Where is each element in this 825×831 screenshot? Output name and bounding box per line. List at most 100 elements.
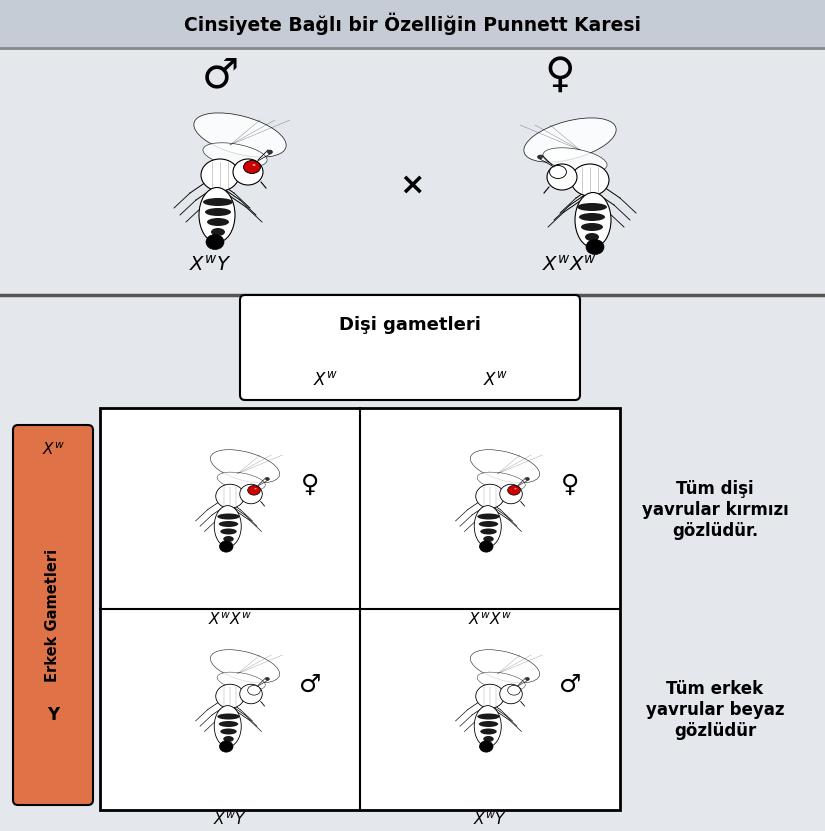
- Ellipse shape: [571, 164, 609, 196]
- Ellipse shape: [474, 505, 502, 547]
- Ellipse shape: [507, 485, 521, 495]
- Ellipse shape: [547, 164, 577, 190]
- Ellipse shape: [199, 188, 235, 243]
- Text: ♀: ♀: [301, 473, 319, 497]
- FancyBboxPatch shape: [13, 425, 93, 805]
- Ellipse shape: [577, 203, 607, 211]
- Ellipse shape: [478, 721, 498, 727]
- Ellipse shape: [526, 677, 530, 681]
- Ellipse shape: [210, 450, 280, 483]
- Text: Dişi gametleri: Dişi gametleri: [339, 316, 481, 334]
- Text: ♂: ♂: [559, 673, 581, 697]
- Ellipse shape: [207, 218, 229, 226]
- Text: ♀: ♀: [561, 473, 579, 497]
- Ellipse shape: [219, 721, 238, 727]
- Ellipse shape: [474, 706, 502, 747]
- Text: ♂: ♂: [201, 54, 238, 96]
- Ellipse shape: [220, 529, 237, 534]
- Ellipse shape: [483, 736, 493, 742]
- Ellipse shape: [507, 686, 521, 695]
- Ellipse shape: [216, 484, 244, 509]
- Bar: [100, 408, 620, 810]
- Ellipse shape: [240, 684, 262, 704]
- Ellipse shape: [478, 521, 498, 527]
- Ellipse shape: [500, 484, 522, 504]
- Text: $X^{w}Y$: $X^{w}Y$: [213, 812, 247, 829]
- Ellipse shape: [216, 684, 244, 708]
- Ellipse shape: [201, 159, 239, 191]
- Ellipse shape: [203, 143, 267, 167]
- Ellipse shape: [549, 165, 567, 179]
- Ellipse shape: [248, 485, 261, 495]
- Ellipse shape: [267, 150, 272, 154]
- Bar: [0, 0, 825, 48]
- Ellipse shape: [538, 155, 543, 159]
- Ellipse shape: [586, 239, 604, 254]
- Ellipse shape: [476, 684, 504, 708]
- Ellipse shape: [479, 741, 493, 752]
- Ellipse shape: [219, 541, 233, 552]
- Ellipse shape: [233, 159, 263, 185]
- Ellipse shape: [524, 118, 616, 162]
- Ellipse shape: [479, 541, 493, 552]
- Text: $X^{w}X^{w}$: $X^{w}X^{w}$: [543, 255, 597, 275]
- Ellipse shape: [254, 488, 257, 489]
- Ellipse shape: [206, 234, 224, 249]
- Ellipse shape: [266, 478, 270, 480]
- Ellipse shape: [266, 677, 270, 681]
- Ellipse shape: [480, 529, 497, 534]
- FancyBboxPatch shape: [240, 295, 580, 400]
- Ellipse shape: [240, 484, 262, 504]
- Ellipse shape: [500, 684, 522, 704]
- Ellipse shape: [217, 714, 240, 720]
- Ellipse shape: [585, 233, 599, 241]
- Ellipse shape: [211, 228, 225, 236]
- Text: Cinsiyete Bağlı bir Özelliğin Punnett Karesi: Cinsiyete Bağlı bir Özelliğin Punnett Ka…: [183, 12, 640, 35]
- Ellipse shape: [575, 193, 611, 248]
- Ellipse shape: [470, 650, 540, 683]
- Text: ×: ×: [399, 170, 425, 199]
- Text: $X^{w}$: $X^{w}$: [313, 371, 337, 389]
- Ellipse shape: [476, 484, 504, 509]
- Ellipse shape: [480, 729, 497, 735]
- Ellipse shape: [217, 672, 266, 691]
- Ellipse shape: [217, 514, 240, 519]
- Text: Tüm dişi
yavrular kırmızı
gözlüdür.: Tüm dişi yavrular kırmızı gözlüdür.: [642, 480, 789, 540]
- Ellipse shape: [477, 472, 526, 490]
- Ellipse shape: [203, 198, 233, 206]
- Ellipse shape: [514, 488, 516, 489]
- Text: Y: Y: [47, 706, 59, 724]
- Ellipse shape: [224, 736, 233, 742]
- Ellipse shape: [483, 536, 493, 542]
- Text: $X^{w}Y$: $X^{w}Y$: [473, 812, 507, 829]
- Text: Erkek Gametleri: Erkek Gametleri: [45, 548, 60, 681]
- Ellipse shape: [477, 514, 500, 519]
- Ellipse shape: [581, 223, 603, 231]
- Text: $X^{w}X^{w}$: $X^{w}X^{w}$: [208, 612, 252, 628]
- Ellipse shape: [248, 686, 261, 695]
- Ellipse shape: [220, 729, 237, 735]
- Ellipse shape: [194, 113, 286, 157]
- Ellipse shape: [543, 148, 607, 172]
- Text: $X^{w}$: $X^{w}$: [483, 371, 507, 389]
- Text: $X^{w}X^{w}$: $X^{w}X^{w}$: [468, 612, 512, 628]
- Ellipse shape: [243, 160, 261, 174]
- Ellipse shape: [205, 208, 231, 216]
- Ellipse shape: [477, 672, 526, 691]
- Ellipse shape: [477, 714, 500, 720]
- Ellipse shape: [526, 478, 530, 480]
- Text: $X^{w}$: $X^{w}$: [41, 442, 64, 459]
- Ellipse shape: [214, 706, 241, 747]
- Text: ♀: ♀: [544, 54, 575, 96]
- Text: ♂: ♂: [299, 673, 321, 697]
- Text: Tüm erkek
yavrular beyaz
gözlüdür: Tüm erkek yavrular beyaz gözlüdür: [646, 681, 785, 740]
- Ellipse shape: [219, 521, 238, 527]
- Ellipse shape: [470, 450, 540, 483]
- Ellipse shape: [224, 536, 233, 542]
- Ellipse shape: [214, 505, 241, 547]
- Ellipse shape: [579, 213, 605, 221]
- Ellipse shape: [219, 741, 233, 752]
- Ellipse shape: [217, 472, 266, 490]
- Text: $X^{w}Y$: $X^{w}Y$: [189, 255, 231, 275]
- Ellipse shape: [252, 164, 256, 166]
